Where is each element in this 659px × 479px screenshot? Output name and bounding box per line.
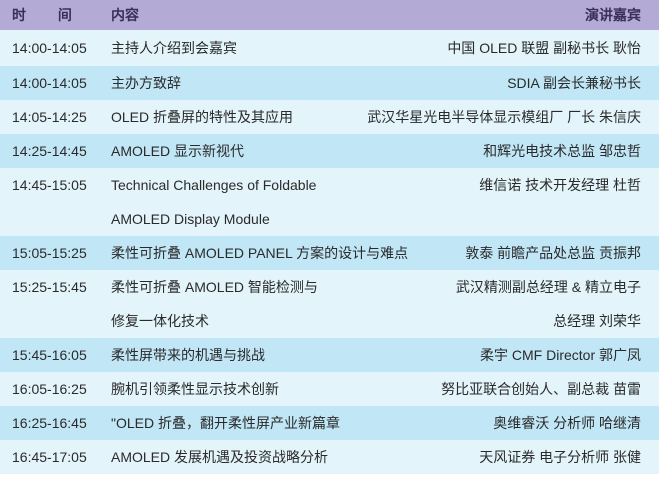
table-body: 14:00-14:05 主持人介绍到会嘉宾 中国 OLED 联盟 副秘书长 耿怡 14…	[0, 30, 659, 474]
table-row: 14:00-14:05 主持人介绍到会嘉宾 中国 OLED 联盟 副秘书长 耿怡	[0, 30, 659, 66]
table-row: 14:25-14:45 AMOLED 显示新视代 和辉光电技术总监 邹忠哲	[0, 134, 659, 168]
header-topic: 内容	[111, 7, 139, 23]
speaker-cell: 中国 OLED 联盟 副秘书长 耿怡	[447, 30, 659, 66]
speaker-cell: 努比亚联合创始人、副总裁 苗雷	[441, 372, 659, 406]
time-cell: 16:45-17:05	[0, 440, 111, 474]
time-cell-text: 16:05-16:25	[12, 381, 87, 397]
time-cell: 14:25-14:45	[0, 134, 111, 168]
time-cell: 14:00-14:05	[0, 66, 111, 100]
table-header: 时 间 内容 演讲嘉宾	[0, 0, 659, 30]
speaker-cell-line: 总经理 刘荣华	[553, 313, 641, 329]
topic-cell: 柔性屏带来的机遇与挑战	[111, 338, 480, 372]
topic-cell-line: 腕机引领柔性显示技术创新	[111, 381, 279, 397]
time-cell: 16:25-16:45	[0, 406, 111, 440]
topic-cell-line: 主持人介绍到会嘉宾	[111, 40, 237, 56]
speaker-cell-line: 努比亚联合创始人、副总裁 苗雷	[441, 381, 641, 397]
time-cell-text: 15:05-15:25	[12, 245, 87, 261]
speaker-cell-line: 天风证券 电子分析师 张健	[479, 449, 641, 465]
time-cell: 14:05-14:25	[0, 100, 111, 134]
speaker-cell: 维信诺 技术开发经理 杜哲	[479, 168, 659, 202]
topic-cell-line: OLED 折叠屏的特性及其应用	[111, 109, 294, 125]
speaker-cell-line: 敦泰 前瞻产品处总监 贡振邦	[465, 245, 641, 261]
topic-cell: AMOLED 发展机遇及投资战略分析	[111, 440, 479, 474]
topic-cell-line: 修复一体化技术	[111, 313, 209, 329]
time-cell-text: 14:00-14:05	[12, 40, 87, 56]
speaker-cell: SDIA 副会长兼秘书长	[507, 66, 659, 100]
time-cell: 15:25-15:45	[0, 270, 111, 304]
topic-cell-line: "OLED 折叠，翻开柔性屏产业新篇章	[111, 415, 340, 431]
table-row: 14:45-15:05 Technical Challenges of Folda…	[0, 168, 659, 236]
table-row: 14:00-14:05 主办方致辞 SDIA 副会长兼秘书长	[0, 66, 659, 100]
topic-cell-line: 柔性可折叠 AMOLED PANEL 方案的设计与难点	[111, 245, 409, 261]
speaker-cell: 武汉精测副总经理 & 精立电子总经理 刘荣华	[456, 270, 659, 338]
topic-cell-line: Technical Challenges of Foldable	[111, 177, 317, 193]
table-row: 15:45-16:05 柔性屏带来的机遇与挑战 柔宇 CMF Director 郭广…	[0, 338, 659, 372]
table-row: 14:05-14:25 OLED 折叠屏的特性及其应用 武汉华星光电半导体显示模组厂…	[0, 100, 659, 134]
table-row: 16:25-16:45 "OLED 折叠，翻开柔性屏产业新篇章 奥维睿沃 分析师 哈…	[0, 406, 659, 440]
topic-cell: 腕机引领柔性显示技术创新	[111, 372, 441, 406]
time-cell: 14:00-14:05	[0, 30, 111, 66]
table-row: 15:05-15:25 柔性可折叠 AMOLED PANEL 方案的设计与难点 敦泰…	[0, 236, 659, 270]
time-cell-text: 14:45-15:05	[12, 177, 87, 193]
topic-cell: Technical Challenges of Foldable AMOLED D…	[111, 168, 479, 236]
time-cell-text: 16:45-17:05	[12, 449, 87, 465]
time-cell-text: 15:25-15:45	[12, 279, 87, 295]
topic-cell: 柔性可折叠 AMOLED PANEL 方案的设计与难点	[111, 236, 465, 270]
time-cell-text: 15:45-16:05	[12, 347, 87, 363]
speaker-cell-line: 中国 OLED 联盟 副秘书长 耿怡	[447, 40, 641, 56]
time-cell-text: 14:00-14:05	[12, 75, 87, 91]
topic-cell-line: AMOLED Display Module	[111, 211, 270, 227]
topic-cell: 主办方致辞	[111, 66, 507, 100]
time-cell: 16:05-16:25	[0, 372, 111, 406]
topic-cell-line: AMOLED 显示新视代	[111, 143, 245, 159]
topic-cell: 柔性可折叠 AMOLED 智能检测与 修复一体化技术	[111, 270, 456, 338]
time-cell-text: 16:25-16:45	[12, 415, 87, 431]
time-cell-text: 14:05-14:25	[12, 109, 87, 125]
speaker-cell-line: SDIA 副会长兼秘书长	[507, 75, 641, 91]
time-cell-text: 14:25-14:45	[12, 143, 87, 159]
topic-cell-line: 柔性屏带来的机遇与挑战	[111, 347, 265, 363]
speaker-cell: 和辉光电技术总监 邹忠哲	[483, 134, 659, 168]
speaker-cell: 奥维睿沃 分析师 哈继清	[493, 406, 659, 440]
speaker-cell: 敦泰 前瞻产品处总监 贡振邦	[465, 236, 659, 270]
table-row: 16:05-16:25 腕机引领柔性显示技术创新 努比亚联合创始人、副总裁 苗雷	[0, 372, 659, 406]
speaker-cell-line: 武汉华星光电半导体显示模组厂 厂长 朱信庆	[367, 109, 641, 125]
time-cell: 14:45-15:05	[0, 168, 111, 202]
topic-cell-line: 主办方致辞	[111, 75, 181, 91]
topic-cell: AMOLED 显示新视代	[111, 134, 483, 168]
speaker-cell-line: 武汉精测副总经理 & 精立电子	[455, 279, 641, 295]
speaker-cell: 柔宇 CMF Director 郭广凤	[480, 338, 659, 372]
table-row: 15:25-15:45 柔性可折叠 AMOLED 智能检测与 修复一体化技术 武汉精测…	[0, 270, 659, 338]
header-time: 时 间	[12, 7, 86, 23]
time-cell: 15:45-16:05	[0, 338, 111, 372]
speaker-cell-line: 和辉光电技术总监 邹忠哲	[483, 143, 641, 159]
speaker-cell-line: 奥维睿沃 分析师 哈继清	[493, 415, 641, 431]
topic-cell: OLED 折叠屏的特性及其应用	[111, 100, 367, 134]
speaker-cell-line: 柔宇 CMF Director 郭广凤	[480, 347, 641, 363]
time-cell: 15:05-15:25	[0, 236, 111, 270]
topic-cell-line: 柔性可折叠 AMOLED 智能检测与	[111, 279, 318, 295]
topic-cell: "OLED 折叠，翻开柔性屏产业新篇章	[111, 406, 493, 440]
speaker-cell: 武汉华星光电半导体显示模组厂 厂长 朱信庆	[367, 100, 659, 134]
speaker-cell-line: 维信诺 技术开发经理 杜哲	[479, 177, 641, 193]
table-row: 16:45-17:05 AMOLED 发展机遇及投资战略分析 天风证券 电子分析师 …	[0, 440, 659, 474]
header-speaker: 演讲嘉宾	[585, 7, 641, 23]
topic-cell: 主持人介绍到会嘉宾	[111, 30, 447, 66]
topic-cell-line: AMOLED 发展机遇及投资战略分析	[111, 449, 329, 465]
speaker-cell: 天风证券 电子分析师 张健	[479, 440, 659, 474]
